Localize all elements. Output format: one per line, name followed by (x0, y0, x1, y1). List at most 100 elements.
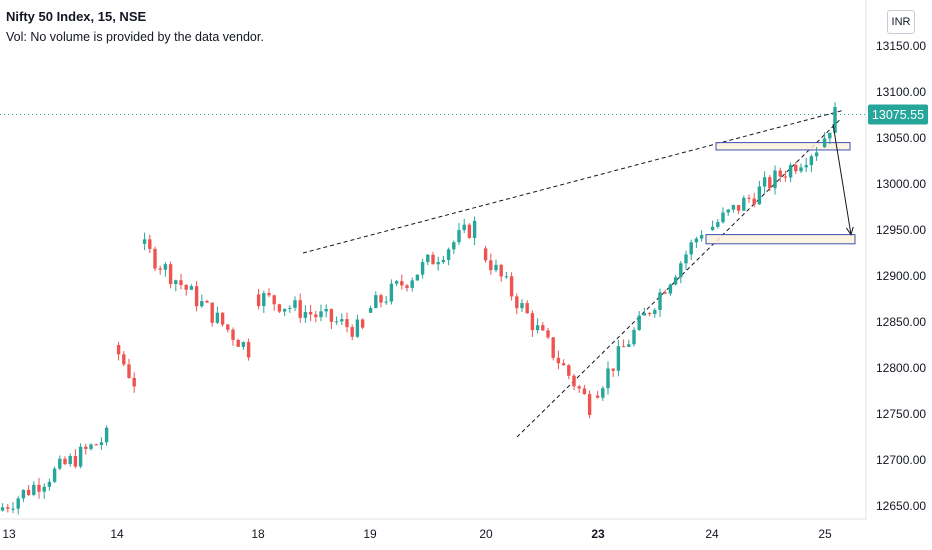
zone-rectangle-upper[interactable] (715, 142, 851, 151)
candle (394, 279, 399, 287)
price-tick-label: 13100.00 (876, 85, 926, 99)
candle-body (752, 198, 756, 205)
candle (663, 289, 667, 295)
candle (384, 296, 388, 305)
candle (431, 251, 435, 265)
symbol-title: Nifty 50 Index, 15, NSE (6, 9, 147, 24)
candle-body (546, 330, 550, 338)
candle-body (642, 313, 647, 316)
price-axis[interactable]: 13150.00 13100.00 13050.00 13000.00 12950.00… (865, 0, 926, 520)
candle-body (389, 283, 394, 302)
candle (104, 425, 109, 446)
candle (742, 195, 746, 211)
candle-body (405, 285, 409, 288)
candle-body (632, 329, 636, 345)
candle (452, 240, 456, 254)
candle (515, 293, 519, 315)
candle (78, 443, 83, 469)
candle-body (504, 276, 509, 278)
candle-body (420, 262, 425, 275)
candle (627, 339, 631, 348)
candle-body (431, 254, 435, 265)
candle-body (556, 357, 561, 364)
candle (368, 305, 373, 313)
candle (716, 219, 720, 229)
candle (467, 223, 472, 239)
candle (215, 306, 220, 324)
candle-body (355, 319, 360, 337)
candle (410, 277, 414, 292)
candle-body (163, 264, 168, 270)
candle-body (63, 458, 67, 465)
candle-body (73, 456, 78, 467)
candle-body (621, 346, 626, 348)
candle (32, 481, 36, 497)
candle-body (814, 152, 819, 157)
candle-body (799, 167, 803, 172)
candle-body (32, 484, 36, 495)
candle (168, 261, 173, 289)
last-price-marker: 13075.55 (868, 104, 928, 125)
drawings[interactable] (302, 109, 856, 438)
candle (483, 245, 488, 263)
candle (58, 455, 62, 471)
candle (200, 294, 204, 308)
drawn-arrow[interactable] (832, 124, 854, 236)
candle-body (757, 186, 762, 205)
candle-body (6, 507, 10, 509)
candle (601, 385, 605, 401)
candle (272, 294, 276, 311)
candle (668, 283, 673, 296)
volume-note: Vol: No volume is provided by the data v… (6, 30, 264, 44)
trendline-lower[interactable] (516, 119, 841, 438)
price-tick-label: 12700.00 (876, 453, 926, 467)
time-tick-label: 18 (251, 527, 265, 541)
candle (16, 496, 20, 515)
candle-body (184, 284, 188, 290)
candle-body (587, 394, 592, 415)
price-tick-label: 13000.00 (876, 177, 926, 191)
candle-body (52, 468, 57, 482)
candle-body (272, 295, 276, 305)
candle-body (489, 260, 493, 271)
trendline-upper[interactable] (302, 109, 844, 254)
time-axis[interactable]: 13 14 18 19 20 23 24 25 (0, 518, 866, 541)
candle (637, 311, 641, 331)
candle-body (668, 284, 673, 294)
candle-body (457, 230, 461, 243)
candle (699, 230, 704, 242)
currency-button[interactable]: INR (887, 10, 915, 34)
candle (809, 154, 814, 173)
candle (26, 484, 31, 497)
candle (595, 391, 600, 399)
candle (556, 350, 561, 370)
candle-body (179, 280, 183, 285)
candle-body (716, 222, 720, 227)
candle (616, 339, 621, 377)
zone-rectangle-lower[interactable] (705, 234, 856, 245)
candle-body (132, 377, 136, 387)
candle-body (616, 346, 621, 371)
last-price-badge (868, 104, 928, 125)
candle (684, 250, 688, 270)
candle-body (611, 368, 615, 371)
candlesticks (0, 102, 837, 515)
candle (194, 280, 199, 312)
candle (530, 310, 535, 337)
candle (355, 314, 360, 338)
candle (205, 299, 209, 303)
candle (122, 351, 126, 367)
candle-body (742, 197, 746, 211)
candle (153, 246, 157, 272)
candle-body (340, 319, 344, 322)
candle (572, 373, 576, 391)
candle (673, 274, 678, 286)
candle-body (689, 242, 693, 255)
candle-body (441, 259, 446, 263)
candle (694, 236, 699, 249)
candle-body (577, 386, 581, 389)
arrow-shaft[interactable] (832, 124, 852, 235)
candle (499, 263, 503, 282)
candle (360, 318, 365, 330)
